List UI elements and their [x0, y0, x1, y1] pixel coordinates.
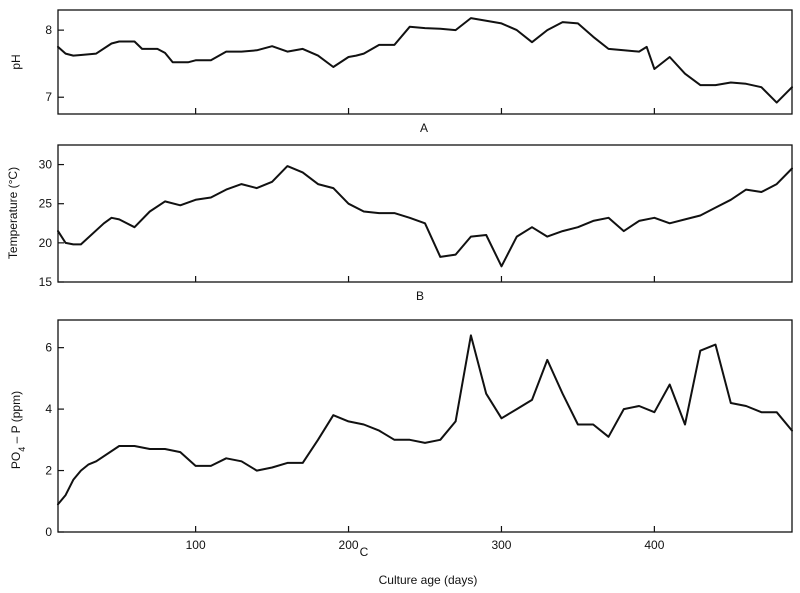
panel-phosphate-label: C — [360, 545, 369, 559]
panel-phosphate-x-tick-label: 200 — [339, 538, 359, 552]
panel-temperature-y-tick-label: 20 — [39, 236, 53, 250]
panel-temperature-y-tick-label: 15 — [39, 275, 53, 289]
panel-temperature-y-tick-label: 25 — [39, 197, 53, 211]
panel-phosphate-x-ticks: 100 200 300 400 — [186, 526, 665, 552]
panel-phosphate-y-tick-label: 6 — [45, 341, 52, 355]
ylabel-subscript: 4 — [17, 447, 27, 452]
panel-phosphate-y-ticks: 0 2 4 6 — [45, 341, 64, 539]
panel-phosphate-x-tick-label: 300 — [491, 538, 511, 552]
temperature-series-line — [57, 165, 793, 268]
panel-ph-label: A — [420, 121, 428, 135]
panel-temperature-y-axis-label: Temperature (°C) — [6, 167, 20, 259]
panel-temperature-y-ticks: 15 20 25 30 — [39, 158, 64, 289]
phosphate-series-line — [57, 334, 793, 506]
panel-ph-y-axis-label: pH — [9, 54, 23, 69]
panel-ph-x-ticks — [195, 108, 655, 114]
x-axis-label: Culture age (days) — [379, 573, 478, 587]
panel-ph-y-tick-label: 7 — [45, 90, 52, 104]
panel-temperature-label: B — [416, 289, 424, 303]
panel-temperature-x-ticks — [195, 276, 655, 282]
panel-phosphate-y-tick-label: 2 — [45, 464, 52, 478]
panel-ph-y-tick-label: 8 — [45, 23, 52, 37]
panel-phosphate-x-tick-label: 400 — [644, 538, 664, 552]
panel-ph-y-ticks: 78 — [45, 23, 64, 104]
panel-phosphate-y-axis-label: PO4 – P (ppm) — [9, 391, 27, 469]
panel-phosphate-frame — [57, 319, 793, 533]
panel-phosphate-x-tick-label: 100 — [186, 538, 206, 552]
ph-series-line — [57, 17, 793, 104]
panel-phosphate-y-tick-label: 4 — [45, 402, 52, 416]
ylabel-rest: – P (ppm) — [9, 391, 23, 447]
panel-temperature-y-tick-label: 30 — [39, 158, 53, 172]
panel-temperature: 15 20 25 30 Temperature (°C) B — [6, 144, 793, 303]
panel-ph: 78 pH A — [9, 9, 793, 135]
ylabel-main: PO — [9, 452, 23, 469]
panel-temperature-frame — [57, 144, 793, 283]
panel-phosphate-y-tick-label: 0 — [45, 525, 52, 539]
panel-ph-frame — [57, 9, 793, 115]
